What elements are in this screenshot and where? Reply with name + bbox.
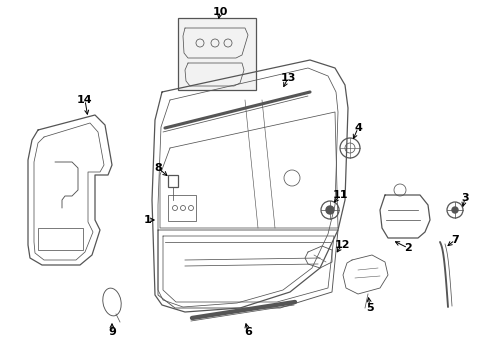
Circle shape [325, 206, 333, 214]
Text: 5: 5 [366, 303, 373, 313]
Text: 12: 12 [334, 240, 349, 250]
Text: 13: 13 [280, 73, 295, 83]
Text: 11: 11 [331, 190, 347, 200]
Text: 1: 1 [144, 215, 152, 225]
Text: 14: 14 [77, 95, 93, 105]
Bar [178, 18, 256, 90]
Text: 3: 3 [460, 193, 468, 203]
Text: 7: 7 [450, 235, 458, 245]
Text: 10: 10 [212, 7, 227, 17]
Bar [168, 195, 196, 221]
Text: 9: 9 [108, 327, 116, 337]
Text: 2: 2 [403, 243, 411, 253]
Text: 6: 6 [244, 327, 251, 337]
Bar [168, 175, 178, 187]
Text: 8: 8 [154, 163, 162, 173]
Bar [38, 228, 83, 250]
Circle shape [451, 207, 457, 213]
Text: 4: 4 [353, 123, 361, 133]
